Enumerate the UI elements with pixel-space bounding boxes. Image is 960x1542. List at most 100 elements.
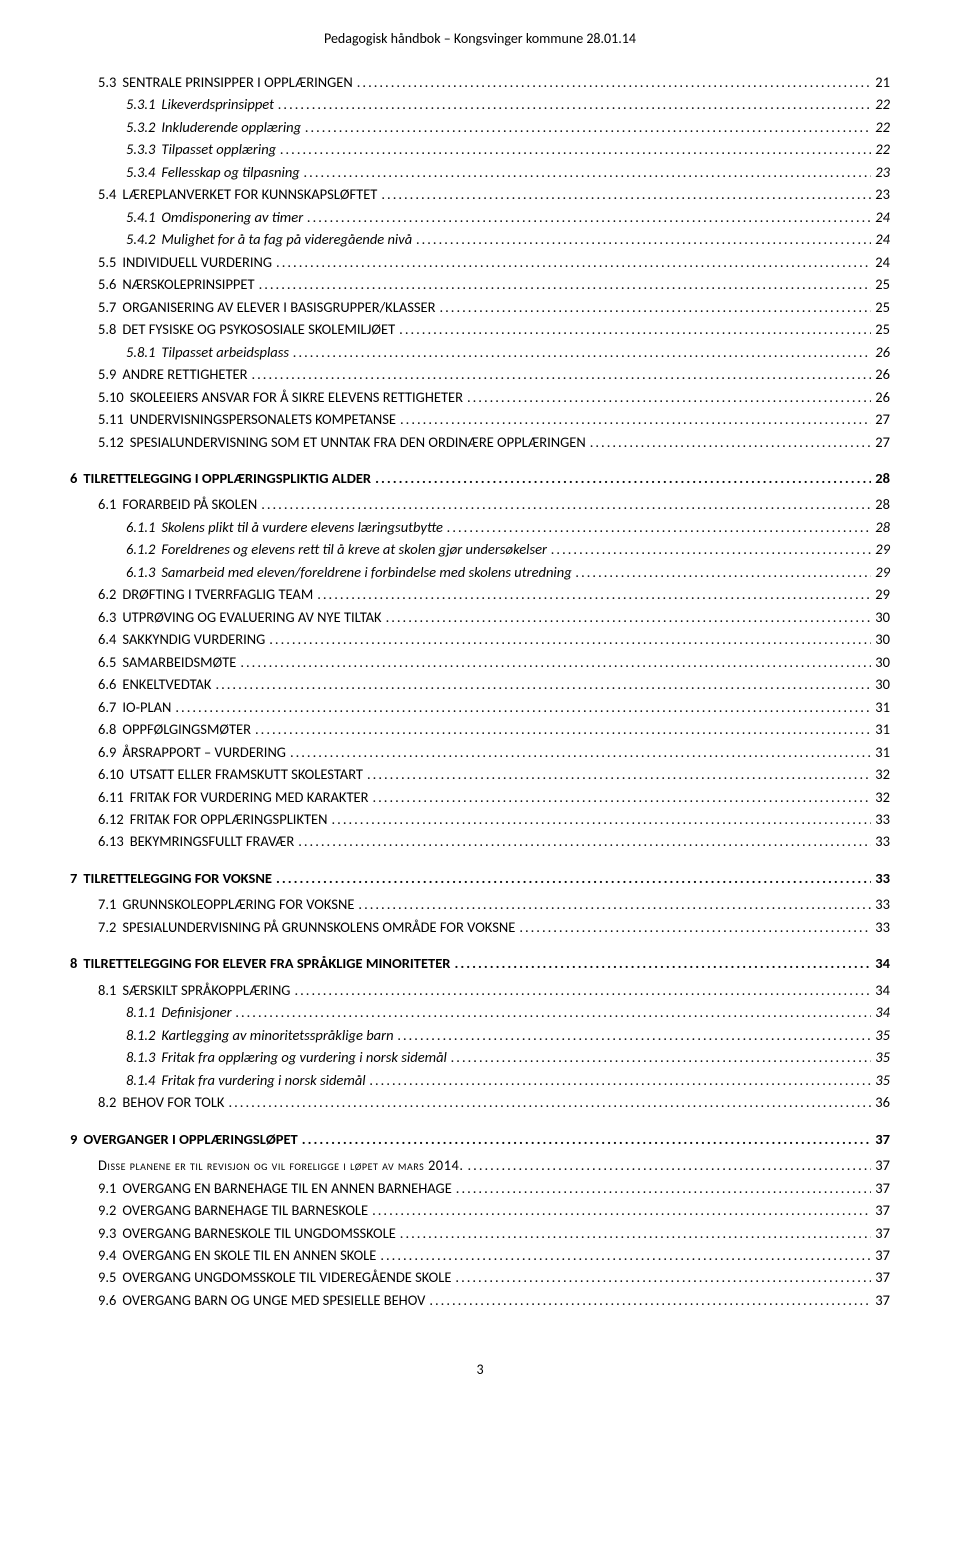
toc-entry-label: TILRETTELEGGING I OPPLÆRINGSPLIKTIG ALDE…	[83, 467, 371, 489]
toc-entry: 9OVERGANGER I OPPLÆRINGSLØPET37	[70, 1128, 890, 1150]
toc-leader-dots	[381, 183, 871, 205]
toc-entry: 6.8OPPFØLGINGSMØTER31	[98, 718, 890, 740]
toc-entry: 6.10UTSATT ELLER FRAMSKUTT SKOLESTART32	[98, 763, 890, 785]
toc-entry-label: Fritak fra opplæring og vurdering i nors…	[161, 1046, 447, 1068]
toc-entry: 8.1.3Fritak fra opplæring og vurdering i…	[126, 1046, 890, 1068]
toc-entry: 5.10SKOLEEIERS ANSVAR FOR Å SIKRE ELEVEN…	[98, 386, 890, 408]
toc-leader-dots	[451, 1046, 871, 1068]
toc-entry-label: OVERGANG BARNESKOLE TIL UNGDOMSSKOLE	[122, 1222, 395, 1244]
toc-entry-label: SKOLEEIERS ANSVAR FOR Å SIKRE ELEVENS RE…	[130, 386, 463, 408]
toc-entry: 5.8.1Tilpasset arbeidsplass26	[126, 341, 890, 363]
toc-entry-label: SPESIALUNDERVISNING PÅ GRUNNSKOLENS OMRÅ…	[122, 916, 515, 938]
toc-entry-page: 24	[875, 206, 890, 228]
toc-entry-label: INDIVIDUELL VURDERING	[122, 251, 272, 273]
toc-entry: 5.3.4Fellesskap og tilpasning23	[126, 161, 890, 183]
toc-entry-label: LÆREPLANVERKET FOR KUNNSKAPSLØFTET	[122, 183, 377, 205]
toc-entry-label: Samarbeid med eleven/foreldrene i forbin…	[161, 561, 571, 583]
toc-entry-page: 32	[875, 786, 890, 808]
toc-entry-label: NÆRSKOLEPRINSIPPET	[122, 273, 254, 295]
toc-entry-number: 5.3.2	[126, 116, 161, 138]
toc-entry-label: UTSATT ELLER FRAMSKUTT SKOLESTART	[130, 763, 363, 785]
toc-entry-number: 5.8.1	[126, 341, 161, 363]
toc-entry-label: Disse planene er til revisjon og vil for…	[98, 1154, 464, 1176]
toc-entry-label: OVERGANGER I OPPLÆRINGSLØPET	[83, 1128, 297, 1150]
toc-entry: 6.7IO-PLAN31	[98, 696, 890, 718]
toc-entry-page: 33	[875, 830, 890, 852]
toc-entry-label: IO-PLAN	[122, 696, 171, 718]
toc-entry: 8.1.4Fritak fra vurdering i norsk sidemå…	[126, 1069, 890, 1091]
toc-entry-page: 31	[875, 696, 890, 718]
toc-entry-page: 27	[875, 431, 890, 453]
toc-leader-dots	[261, 493, 871, 515]
toc-entry-page: 37	[875, 1289, 890, 1311]
toc-entry: 5.3SENTRALE PRINSIPPER I OPPLÆRINGEN21	[98, 71, 890, 93]
toc-entry-page: 22	[875, 116, 890, 138]
toc-entry-label: BEKYMRINGSFULLT FRAVÆR	[130, 830, 295, 852]
toc-entry-label: OVERGANG BARNEHAGE TIL BARNESKOLE	[122, 1199, 368, 1221]
toc-entry-page: 24	[875, 251, 890, 273]
toc-entry-page: 28	[875, 493, 890, 515]
toc-leader-dots	[399, 318, 871, 340]
toc-leader-dots	[228, 1091, 871, 1113]
toc-entry: 6.1.2Foreldrenes og elevens rett til å k…	[126, 538, 890, 560]
toc-entry-number: 5.9	[98, 363, 122, 385]
toc-entry-number: 6.1	[98, 493, 122, 515]
toc-leader-dots	[551, 538, 871, 560]
toc-entry-number: 7	[70, 867, 83, 889]
toc-entry: 6.12FRITAK FOR OPPLÆRINGSPLIKTEN33	[98, 808, 890, 830]
toc-leader-dots	[455, 1266, 871, 1288]
toc-entry: 8.1SÆRSKILT SPRÅKOPPLÆRING34	[98, 979, 890, 1001]
toc-entry-number: 6.6	[98, 673, 122, 695]
toc-entry-label: Mulighet for å ta fag på videregående ni…	[161, 228, 412, 250]
toc-entry: 5.5INDIVIDUELL VURDERING 24	[98, 251, 890, 273]
toc-entry-number: 6.1.2	[126, 538, 161, 560]
toc-entry: 6.13BEKYMRINGSFULLT FRAVÆR33	[98, 830, 890, 852]
toc-leader-dots	[576, 561, 872, 583]
toc-entry-page: 33	[875, 893, 890, 915]
toc-entry: 6TILRETTELEGGING I OPPLÆRINGSPLIKTIG ALD…	[70, 467, 890, 489]
toc-leader-dots	[276, 251, 871, 273]
toc-leader-dots	[305, 116, 871, 138]
toc-entry-page: 34	[875, 1001, 890, 1023]
toc-entry-number: 5.3.1	[126, 93, 161, 115]
toc-entry-label: SÆRSKILT SPRÅKOPPLÆRING	[122, 979, 290, 1001]
toc-entry-label: Kartlegging av minoritetsspråklige barn	[161, 1024, 393, 1046]
toc-entry: 8.1.2Kartlegging av minoritetsspråklige …	[126, 1024, 890, 1046]
toc-entry: 9.5OVERGANG UNGDOMSSKOLE TIL VIDEREGÅEND…	[98, 1266, 890, 1288]
toc-entry: 6.1.3Samarbeid med eleven/foreldrene i f…	[126, 561, 890, 583]
toc-entry-number: 5.4	[98, 183, 122, 205]
toc-leader-dots	[215, 673, 871, 695]
toc-entry-number: 9	[70, 1128, 83, 1150]
toc-leader-dots	[398, 1024, 872, 1046]
toc-entry-label: UTPRØVING OG EVALUERING AV NYE TILTAK	[122, 606, 381, 628]
toc-entry: 5.4.2Mulighet for å ta fag på videregåen…	[126, 228, 890, 250]
toc-entry-number: 6.2	[98, 583, 122, 605]
toc-leader-dots	[400, 1222, 872, 1244]
toc-entry: 5.3.3Tilpasset opplæring22	[126, 138, 890, 160]
toc-entry: 6.5SAMARBEIDSMØTE30	[98, 651, 890, 673]
toc-leader-dots	[332, 808, 872, 830]
toc-entry-label: UNDERVISNINGSPERSONALETS KOMPETANSE	[130, 408, 396, 430]
toc-entry: 5.3.2Inkluderende opplæring 22	[126, 116, 890, 138]
toc-leader-dots	[175, 696, 871, 718]
toc-entry-page: 37	[875, 1177, 890, 1199]
page-header: Pedagogisk håndbok – Kongsvinger kommune…	[70, 30, 890, 47]
toc-entry-number: 8.1.1	[126, 1001, 161, 1023]
toc-entry-page: 35	[875, 1069, 890, 1091]
toc-leader-dots	[590, 431, 872, 453]
toc-entry-label: BEHOV FOR TOLK	[122, 1091, 224, 1113]
toc-entry-label: Skolens plikt til å vurdere elevens læri…	[161, 516, 443, 538]
toc-entry-label: Likeverdsprinsippet	[161, 93, 274, 115]
toc-entry-page: 25	[875, 296, 890, 318]
toc-entry-number: 5.5	[98, 251, 122, 273]
toc-container: 5.3SENTRALE PRINSIPPER I OPPLÆRINGEN215.…	[70, 71, 890, 1311]
toc-entry-label: Inkluderende opplæring	[161, 116, 301, 138]
toc-entry-page: 30	[875, 606, 890, 628]
toc-entry-number: 8.2	[98, 1091, 122, 1113]
toc-leader-dots	[307, 206, 871, 228]
toc-entry: 7TILRETTELEGGING FOR VOKSNE33	[70, 867, 890, 889]
toc-entry-number: 5.7	[98, 296, 122, 318]
toc-entry-page: 29	[875, 561, 890, 583]
toc-entry-number: 6.1.1	[126, 516, 161, 538]
toc-leader-dots	[280, 138, 871, 160]
